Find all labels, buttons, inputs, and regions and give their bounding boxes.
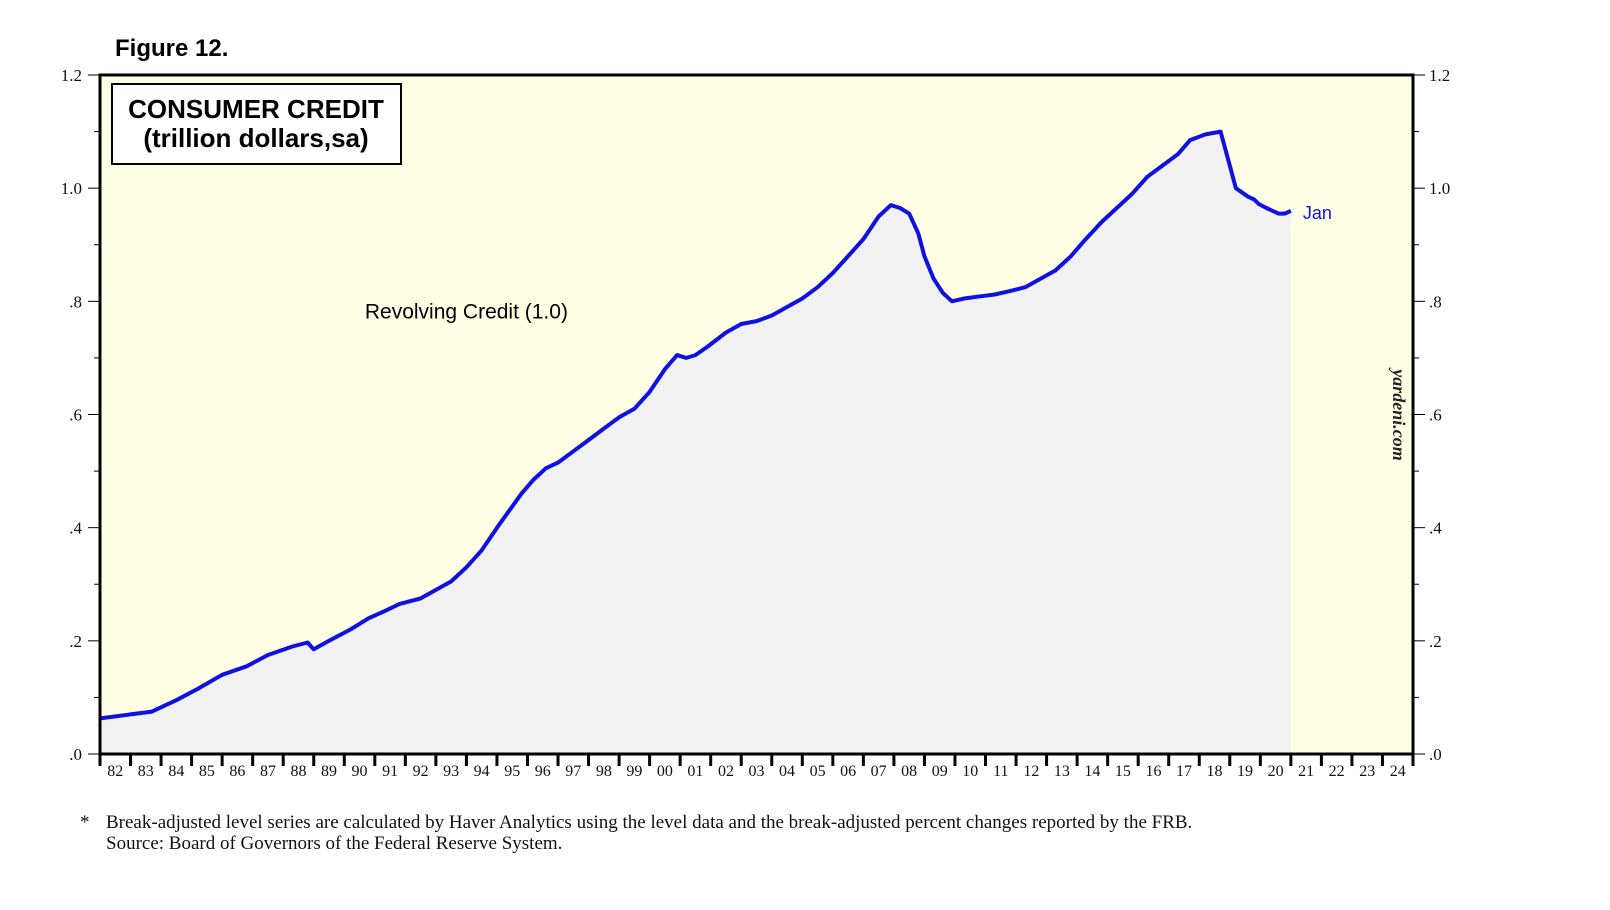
- y-tick-label-right: .0: [1429, 745, 1442, 764]
- x-tick-label: 13: [1054, 763, 1070, 780]
- y-axis-right: .0 .2 .4 .6 .8 1.0 1.2: [1413, 66, 1450, 764]
- x-tick-label: 95: [504, 763, 520, 780]
- y-tick-label-right: 1.0: [1429, 179, 1450, 198]
- x-tick-label: 06: [840, 763, 856, 780]
- x-tick-label: 04: [779, 763, 795, 780]
- y-tick-label-left: .8: [69, 292, 82, 311]
- legend-box-frame: [111, 83, 402, 165]
- y-tick-label-left: 1.0: [61, 179, 82, 198]
- y-tick-label-left: .6: [69, 406, 82, 425]
- x-tick-label: 92: [413, 763, 429, 780]
- x-tick-label: 05: [810, 763, 826, 780]
- x-tick-label: 86: [229, 763, 245, 780]
- x-tick-label: 88: [290, 763, 306, 780]
- x-tick-label: 14: [1084, 763, 1100, 780]
- x-tick-label: 00: [657, 763, 673, 780]
- footnote-text: Break-adjusted level series are calculat…: [106, 812, 1193, 833]
- x-tick-label: 84: [168, 763, 184, 780]
- footnote-marker: *: [80, 812, 90, 833]
- x-tick-label: 09: [932, 763, 948, 780]
- watermark: yardeni.com: [1389, 367, 1409, 461]
- x-tick-label: 82: [107, 763, 123, 780]
- y-tick-label-right: .8: [1429, 292, 1442, 311]
- y-axis-left: .0 .2 .4 .6 .8 1.0 1.2: [61, 66, 100, 764]
- y-tick-label-left: .0: [69, 745, 82, 764]
- x-tick-label: 96: [535, 763, 551, 780]
- x-tick-label: 91: [382, 763, 398, 780]
- legend-box-subtitle: (trillion dollars,sa): [143, 123, 368, 153]
- y-tick-label-right: .6: [1429, 406, 1442, 425]
- x-tick-label: 16: [1145, 763, 1161, 780]
- x-tick-label: 01: [687, 763, 703, 780]
- series-line-revolving-credit: [99, 129, 1292, 721]
- x-tick-label: 97: [565, 763, 581, 780]
- footnote-line-2: Source: Board of Governors of the Federa…: [80, 833, 1192, 854]
- x-tick-label: 90: [352, 763, 368, 780]
- x-tick-label: 03: [749, 763, 765, 780]
- x-tick-label: 19: [1237, 763, 1253, 780]
- y-tick-label-left: .2: [69, 632, 82, 651]
- x-tick-label: 18: [1207, 763, 1223, 780]
- series-annotation: Revolving Credit (1.0): [365, 300, 568, 323]
- y-tick-label-left: 1.2: [61, 66, 82, 85]
- y-tick-label-right: 1.2: [1429, 66, 1450, 85]
- x-tick-label: 17: [1176, 763, 1192, 780]
- figure-label: Figure 12.: [115, 35, 228, 62]
- y-tick-label-right: .2: [1429, 632, 1442, 651]
- x-tick-label: 94: [474, 763, 490, 780]
- x-tick-label: 21: [1298, 763, 1314, 780]
- x-tick-label: 07: [871, 763, 887, 780]
- x-tick-label: 98: [596, 763, 612, 780]
- footnote-source: Source: Board of Governors of the Federa…: [106, 833, 563, 854]
- x-tick-label: 22: [1329, 763, 1345, 780]
- x-tick-label: 08: [901, 763, 917, 780]
- series-area-fill: [100, 131, 1291, 755]
- legend-box-title: CONSUMER CREDIT: [128, 94, 384, 124]
- x-tick-label: 83: [138, 763, 154, 780]
- x-tick-label: 02: [718, 763, 734, 780]
- footnote-line-1: * Break-adjusted level series are calcula…: [80, 812, 1192, 833]
- legend-box: CONSUMER CREDIT (trillion dollars,sa): [111, 83, 402, 165]
- plot-frame: [98, 73, 1415, 756]
- x-tick-label: 99: [626, 763, 642, 780]
- x-tick-label: 24: [1390, 763, 1406, 780]
- footnote: * Break-adjusted level series are calcula…: [80, 812, 1192, 854]
- x-tick-label: 11: [993, 763, 1008, 780]
- x-tick-label: 12: [1023, 763, 1039, 780]
- x-tick-label: 87: [260, 763, 276, 780]
- series-end-label: Jan: [1303, 203, 1332, 223]
- y-tick-label-left: .4: [69, 519, 82, 538]
- x-tick-label: 10: [962, 763, 978, 780]
- x-tick-label: 15: [1115, 763, 1131, 780]
- x-tick-label: 23: [1359, 763, 1375, 780]
- x-tick-label: 20: [1268, 763, 1284, 780]
- x-tick-label: 85: [199, 763, 215, 780]
- x-tick-label: 89: [321, 763, 337, 780]
- x-tick-label: 93: [443, 763, 459, 780]
- x-axis: 82 83 84 85 86 87 88 89 90 91 92 93 94 95 96 97 98 99 00 01…: [98, 754, 1415, 780]
- y-tick-label-right: .4: [1429, 519, 1442, 538]
